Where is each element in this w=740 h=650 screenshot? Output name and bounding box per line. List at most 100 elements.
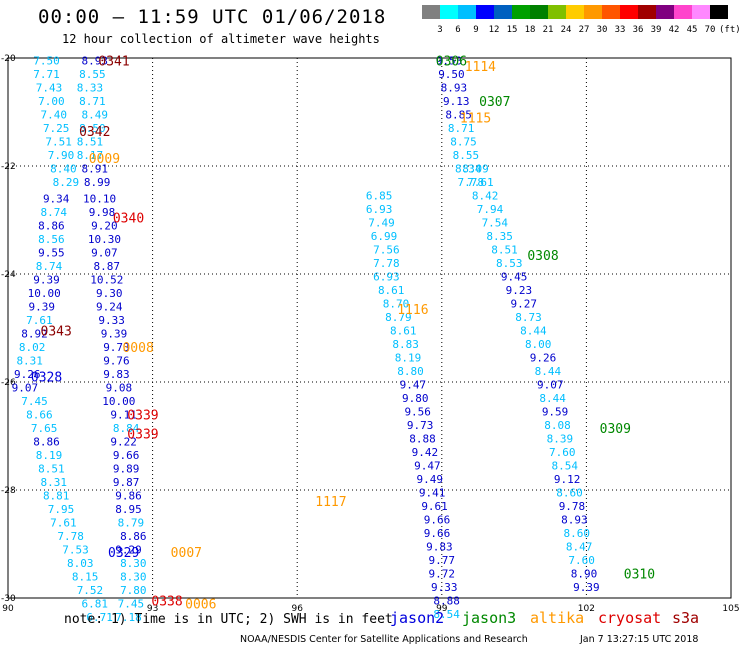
swh-value: 8.55 <box>79 68 106 81</box>
swh-value: 8.93 <box>82 55 109 68</box>
mission-label-cryosat: cryosat <box>598 609 662 627</box>
swh-value: 9.11 <box>110 408 137 421</box>
swh-value: 9.98 <box>89 206 116 219</box>
pass-label: 0329 <box>108 546 139 561</box>
swh-value: 8.03 <box>67 557 94 570</box>
swh-value: 9.49 <box>417 473 444 486</box>
swh-value: 6.81 <box>82 597 109 610</box>
swh-value: 9.07 <box>537 379 564 392</box>
swh-value: 9.08 <box>106 381 133 394</box>
swh-value: 9.50 <box>438 68 465 81</box>
swh-value: 7.90 <box>48 149 75 162</box>
swh-value: 7.61 <box>50 516 77 529</box>
swh-value: 9.55 <box>38 246 65 259</box>
chart-subtitle: 12 hour collection of altimeter wave hei… <box>62 32 380 46</box>
pass-label: 0007 <box>171 546 202 561</box>
swh-value: 9.39 <box>33 273 60 286</box>
swh-value: 8.93 <box>561 514 588 527</box>
swh-value: 8.49 <box>82 109 109 122</box>
mission-label-jason2: jason2 <box>390 609 445 627</box>
swh-value: 8.44 <box>520 325 547 338</box>
x-tick-label: 96 <box>291 604 303 614</box>
swh-value: 8.51 <box>38 462 65 475</box>
legend-tick-label: 39 <box>650 25 662 35</box>
swh-value: 8.47 <box>566 541 593 554</box>
swh-value: 9.53 <box>436 55 463 68</box>
swh-value: 7.94 <box>477 203 504 216</box>
swh-value: 8.74 <box>36 260 63 273</box>
pass-label: 0339 <box>127 408 158 423</box>
swh-value: 9.33 <box>431 581 458 594</box>
swh-value: 8.54 <box>551 460 578 473</box>
swh-value: 9.13 <box>443 95 470 108</box>
swh-value: 8.79 <box>385 311 412 324</box>
swh-value: 9.66 <box>113 449 140 462</box>
pass-label: 0328 <box>31 371 62 386</box>
swh-value: 9.73 <box>407 419 434 432</box>
swh-value: 8.44 <box>539 392 566 405</box>
swh-value: 7.52 <box>77 584 104 597</box>
legend-swatch <box>656 5 674 19</box>
swh-value: 9.87 <box>113 476 140 489</box>
legend-swatch <box>458 5 476 19</box>
swh-value: 7.78 <box>457 176 484 189</box>
swh-value: 8.08 <box>544 419 571 432</box>
swh-value: 7.61 <box>26 314 53 327</box>
swh-value: 8.60 <box>556 487 583 500</box>
swh-value: 8.19 <box>395 352 422 365</box>
swh-value: 8.88 <box>433 595 460 608</box>
swh-value: 9.47 <box>414 460 441 473</box>
swh-value: 9.29 <box>115 543 142 556</box>
swh-value: 9.72 <box>429 568 456 581</box>
swh-value: 9.47 <box>400 379 427 392</box>
legend-tick-label: 3 <box>437 25 443 35</box>
swh-value: 8.93 <box>441 82 468 95</box>
swh-value: 9.24 <box>96 300 123 313</box>
x-tick-label: 93 <box>147 604 158 614</box>
legend-unit: (ft) <box>719 25 740 35</box>
swh-value: 8.91 <box>82 163 109 176</box>
swh-value: 8.86 <box>38 219 65 232</box>
swh-value: 8.42 <box>472 190 499 203</box>
swh-value: 7.00 <box>38 95 65 108</box>
pass-label: 1115 <box>460 111 491 126</box>
swh-value: 7.45 <box>21 395 48 408</box>
swh-value: 8.71 <box>448 122 475 135</box>
swh-value: 10.30 <box>88 233 121 246</box>
legend-swatch <box>440 5 458 19</box>
legend-swatch <box>566 5 584 19</box>
pass-label: 0343 <box>41 325 72 340</box>
swh-value: 8.60 <box>564 527 591 540</box>
pass-label: 1116 <box>397 303 428 318</box>
swh-value: 8.99 <box>84 176 111 189</box>
swh-value: 9.07 <box>12 381 39 394</box>
legend-swatch <box>530 5 548 19</box>
legend-swatch <box>422 5 440 19</box>
swh-value: 8.86 <box>120 530 147 543</box>
legend-tick-label: 18 <box>524 25 536 35</box>
swh-value: 8.29 <box>53 176 80 189</box>
swh-value: 7.54 <box>482 217 509 230</box>
swh-value: 6.71 <box>86 611 113 624</box>
legend-swatch <box>476 5 494 19</box>
swh-value: 7.78 <box>57 530 84 543</box>
swh-value: 7.60 <box>568 554 595 567</box>
swh-value: 9.23 <box>506 284 533 297</box>
swh-value: 9.20 <box>91 219 118 232</box>
pass-label: 0340 <box>113 211 144 226</box>
swh-value: 7.61 <box>467 176 494 189</box>
swh-value: 8.00 <box>525 338 552 351</box>
swh-value: 9.89 <box>113 462 140 475</box>
swh-value: 9.59 <box>542 406 569 419</box>
swh-value: 8.44 <box>535 365 562 378</box>
swh-value: 8.84 <box>113 422 140 435</box>
swh-value: 9.22 <box>110 435 137 448</box>
swh-value: 8.39 <box>547 433 574 446</box>
swh-value: 9.27 <box>510 298 537 311</box>
swh-value: 8.90 <box>571 568 598 581</box>
legend-tick-label: 36 <box>632 25 644 35</box>
swh-value: 8.74 <box>41 206 68 219</box>
legend-swatch <box>494 5 512 19</box>
legend-swatch <box>638 5 656 19</box>
pass-label: 0338 <box>151 595 182 610</box>
